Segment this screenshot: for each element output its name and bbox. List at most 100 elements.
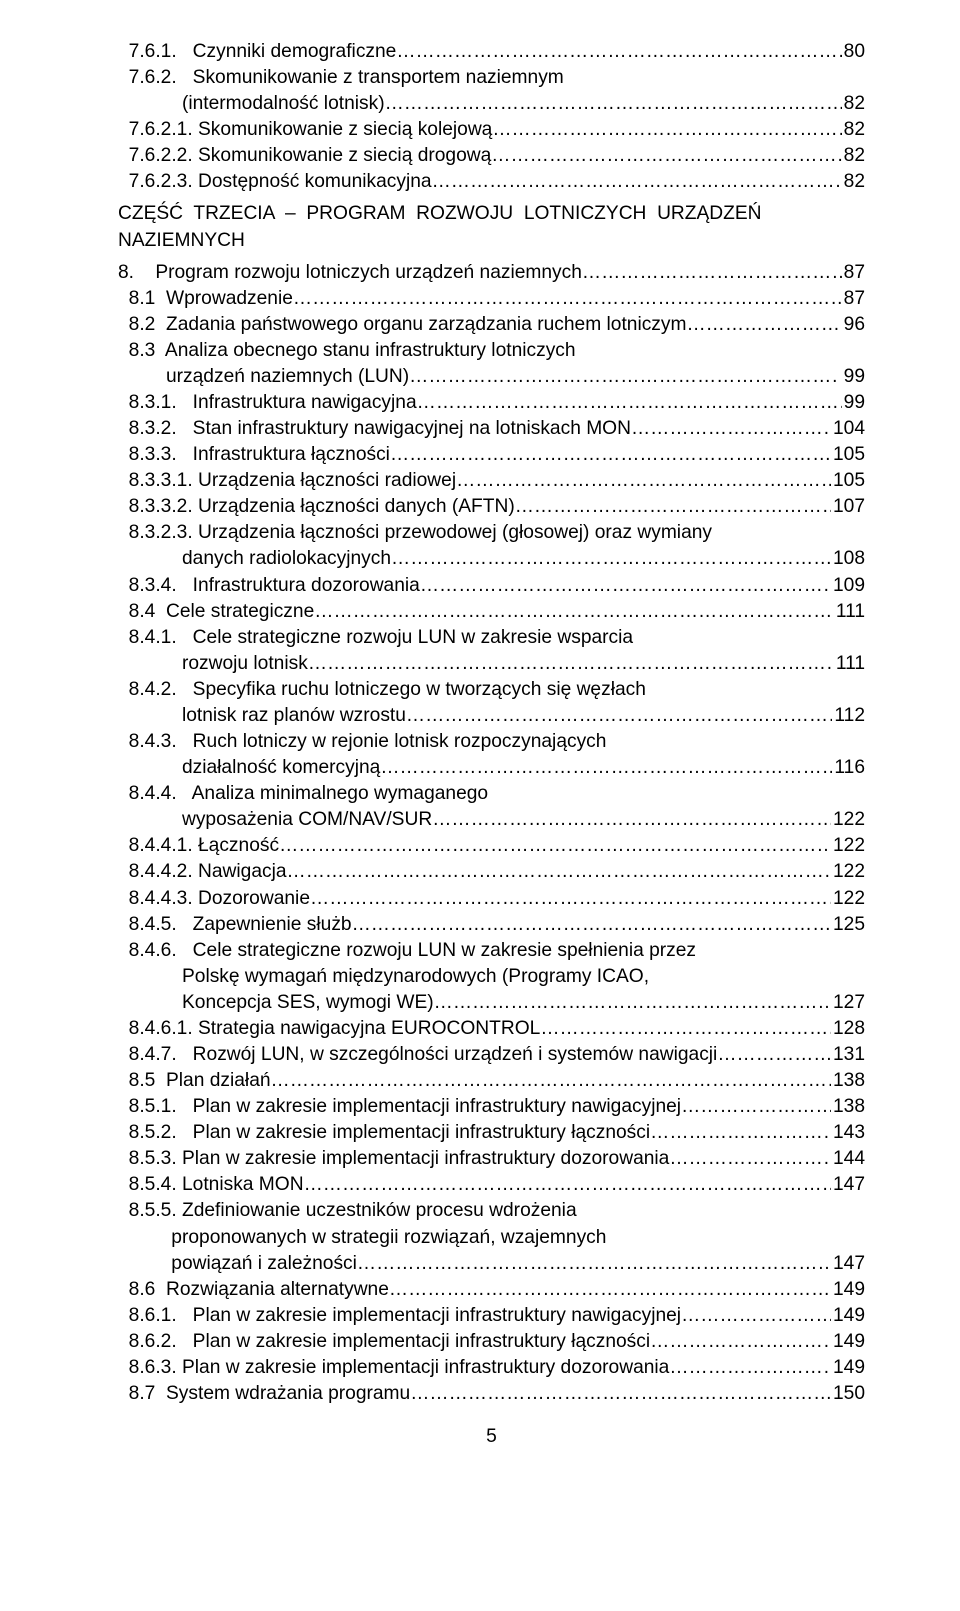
toc-entry: 8.3.3.1. Urządzenia łączności radiowej10… [118, 469, 865, 494]
toc-text-line: proponowanych w strategii rozwiązań, wza… [118, 1226, 865, 1251]
toc-entry-page: 149 [831, 1330, 865, 1355]
toc-entry-page: 99 [836, 365, 865, 390]
toc-entry-page: 122 [831, 834, 865, 859]
toc-entry-label: 8.3.3.2. Urządzenia łączności danych (AF… [118, 495, 515, 520]
toc-entry-page: 108 [831, 547, 865, 572]
toc-entry-page: 96 [842, 313, 865, 338]
toc-entry: 8.3.3.2. Urządzenia łączności danych (AF… [118, 495, 865, 520]
toc-entry: powiązań i zależności147 [118, 1252, 865, 1277]
document-page: 7.6.1. Czynniki demograficzne80 7.6.2. S… [0, 0, 960, 1489]
toc-entry-label: 8.5 Plan działań [118, 1069, 271, 1094]
toc-entry: 8.5 Plan działań138 [118, 1069, 865, 1094]
toc-entry-page: 149 [831, 1356, 865, 1381]
toc-entry-label: urządzeń naziemnych (LUN) [118, 365, 409, 390]
toc-entry-page: 87 [842, 261, 865, 286]
toc-entry-label: 8. Program rozwoju lotniczych urządzeń n… [118, 261, 582, 286]
toc-entry-label: 8.5.1. Plan w zakresie implementacji inf… [118, 1095, 681, 1120]
toc-leader-dots [271, 1069, 831, 1094]
toc-entry-label: działalność komercyjną [118, 756, 380, 781]
toc-entry-label: (intermodalność lotnisk) [118, 92, 385, 117]
toc-entry-label: Koncepcja SES, wymogi WE) [118, 991, 434, 1016]
toc-entry-page: 127 [831, 991, 865, 1016]
toc-text-line: CZĘŚĆ TRZECIA – PROGRAM ROZWOJU LOTNICZY… [118, 202, 865, 227]
toc-leader-dots [515, 495, 831, 520]
toc-entry: 8.6.3. Plan w zakresie implementacji inf… [118, 1356, 865, 1381]
toc-entry: 8.6 Rozwiązania alternatywne149 [118, 1278, 865, 1303]
toc-entry: 8.4.6.1. Strategia nawigacyjna EUROCONTR… [118, 1017, 865, 1042]
toc-leader-dots [686, 313, 841, 338]
toc-entry: rozwoju lotnisk111 [118, 652, 865, 677]
toc-text-line: 8.4.2. Specyfika ruchu lotniczego w twor… [118, 678, 865, 703]
toc-entry-label: 8.4.4.2. Nawigacja [118, 860, 287, 885]
toc-entry-page: 87 [842, 287, 865, 312]
toc-leader-dots [310, 887, 831, 912]
toc-leader-dots [417, 391, 842, 416]
toc-leader-dots [352, 913, 831, 938]
toc-entry-label: 8.4.4.3. Dozorowanie [118, 887, 310, 912]
toc-entry-page: 147 [831, 1252, 865, 1277]
toc-text-line: 8.3 Analiza obecnego stanu infrastruktur… [118, 339, 865, 364]
toc-entry-label: 8.1 Wprowadzenie [118, 287, 293, 312]
toc-entry-page: 122 [831, 860, 865, 885]
toc-entry-label: 8.4.5. Zapewnienie służb [118, 913, 352, 938]
toc-leader-dots [434, 991, 831, 1016]
toc-leader-dots [631, 417, 831, 442]
toc-entry-page: 116 [832, 756, 865, 781]
toc-entry-page: 112 [832, 704, 865, 729]
toc-entry: 8.5.4. Lotniska MON147 [118, 1173, 865, 1198]
toc-entry-label: 8.6 Rozwiązania alternatywne [118, 1278, 389, 1303]
table-of-contents: 7.6.1. Czynniki demograficzne80 7.6.2. S… [118, 40, 865, 1407]
toc-entry-label: 8.4.7. Rozwój LUN, w szczególności urząd… [118, 1043, 717, 1068]
toc-entry-label: 8.4.6.1. Strategia nawigacyjna EUROCONTR… [118, 1017, 540, 1042]
toc-entry: 7.6.1. Czynniki demograficzne80 [118, 40, 865, 65]
toc-entry: 8.3.1. Infrastruktura nawigacyjna99 [118, 391, 865, 416]
toc-leader-dots [650, 1330, 831, 1355]
toc-text-line: 7.6.2. Skomunikowanie z transportem nazi… [118, 66, 865, 91]
toc-leader-dots [287, 860, 831, 885]
toc-entry-label: 8.3.3.1. Urządzenia łączności radiowej [118, 469, 456, 494]
toc-entry-label: danych radiolokacyjnych [118, 547, 391, 572]
toc-entry-page: 82 [842, 170, 865, 195]
toc-leader-dots [669, 1356, 831, 1381]
toc-entry: 8.6.1. Plan w zakresie implementacji inf… [118, 1304, 865, 1329]
toc-entry-page: 147 [831, 1173, 865, 1198]
toc-entry: 8.2 Zadania państwowego organu zarządzan… [118, 313, 865, 338]
toc-leader-dots [432, 808, 831, 833]
toc-entry: (intermodalność lotnisk)82 [118, 92, 865, 117]
toc-text-line: NAZIEMNYCH [118, 229, 865, 254]
toc-text-line: 8.4.3. Ruch lotniczy w rejonie lotnisk r… [118, 730, 865, 755]
toc-leader-dots [391, 547, 831, 572]
toc-entry: 8.4.4.1. Łączność122 [118, 834, 865, 859]
toc-entry-page: 150 [831, 1382, 865, 1407]
toc-entry-label: 8.5.2. Plan w zakresie implementacji inf… [118, 1121, 650, 1146]
toc-leader-dots [432, 170, 842, 195]
toc-entry-page: 125 [831, 913, 865, 938]
toc-entry-label: 8.7 System wdrażania programu [118, 1382, 410, 1407]
toc-leader-dots [390, 443, 831, 468]
toc-entry-label: 8.3.3. Infrastruktura łączności [118, 443, 390, 468]
toc-entry-label: 8.3.4. Infrastruktura dozorowania [118, 574, 420, 599]
toc-entry-page: 107 [831, 495, 865, 520]
toc-entry: 8.5.2. Plan w zakresie implementacji inf… [118, 1121, 865, 1146]
toc-entry-page: 131 [831, 1043, 865, 1068]
toc-entry-page: 82 [842, 118, 865, 143]
toc-entry: wyposażenia COM/NAV/SUR122 [118, 808, 865, 833]
toc-leader-dots [380, 756, 832, 781]
page-number: 5 [118, 1425, 865, 1450]
toc-entry: urządzeń naziemnych (LUN) 99 [118, 365, 865, 390]
toc-text-line: 8.4.6. Cele strategiczne rozwoju LUN w z… [118, 939, 865, 964]
toc-entry-label: lotnisk raz planów wzrostu [118, 704, 406, 729]
toc-leader-dots [582, 261, 842, 286]
toc-entry: 8.7 System wdrażania programu 150 [118, 1382, 865, 1407]
toc-entry-label: 8.5.3. Plan w zakresie implementacji inf… [118, 1147, 669, 1172]
toc-leader-dots [406, 704, 832, 729]
toc-entry-page: 111 [834, 600, 865, 625]
toc-leader-dots [681, 1095, 831, 1120]
toc-entry-page: 105 [831, 443, 865, 468]
toc-entry-label: 8.4 Cele strategiczne [118, 600, 314, 625]
toc-entry: 8.5.3. Plan w zakresie implementacji inf… [118, 1147, 865, 1172]
toc-entry-label: 8.6.3. Plan w zakresie implementacji inf… [118, 1356, 669, 1381]
toc-entry-page: 144 [831, 1147, 865, 1172]
toc-leader-dots [420, 574, 831, 599]
toc-leader-dots [456, 469, 831, 494]
